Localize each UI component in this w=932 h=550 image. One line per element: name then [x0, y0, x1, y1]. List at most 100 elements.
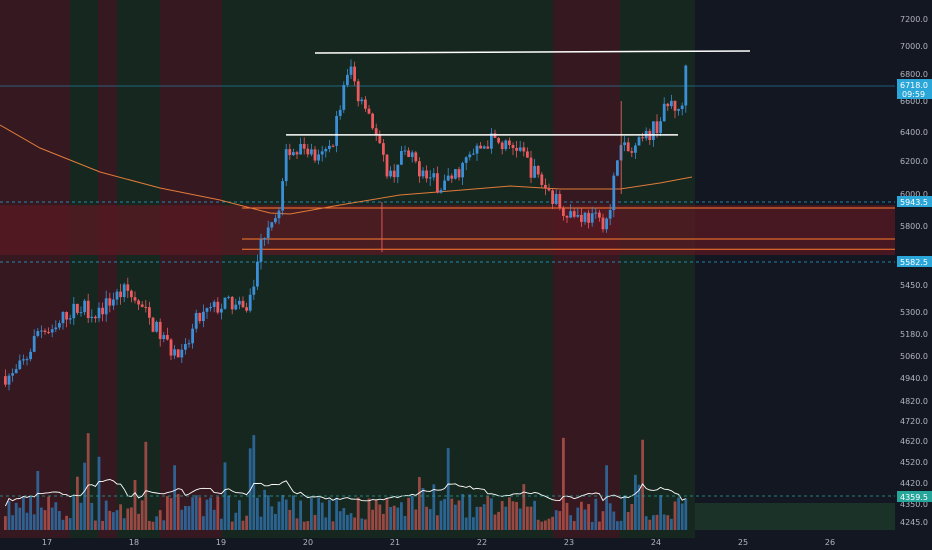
- time-tick-label: 20: [303, 538, 313, 547]
- time-tick-label: 18: [129, 538, 139, 547]
- candle-body: [198, 312, 202, 322]
- volume-bar: [457, 500, 461, 530]
- volume-bar: [536, 519, 540, 530]
- candle-body: [684, 65, 688, 106]
- candle-body: [320, 151, 324, 155]
- candle-body: [461, 162, 464, 178]
- volume-bar: [500, 500, 504, 530]
- volume-bar: [569, 515, 572, 530]
- volume-bar: [518, 508, 522, 530]
- session-band-0: [0, 0, 70, 538]
- candle-body: [360, 99, 364, 102]
- candle-body: [482, 146, 486, 149]
- session-band-1: [70, 0, 98, 538]
- candle-body: [670, 100, 673, 107]
- candle-body: [40, 330, 43, 332]
- candle-body: [540, 174, 544, 185]
- volume-bar: [576, 507, 580, 530]
- volume-bar: [392, 505, 396, 530]
- candle-body: [634, 145, 637, 153]
- volume-bar: [587, 504, 590, 530]
- volume-bar: [115, 510, 119, 530]
- candle-body: [331, 145, 335, 147]
- candle-body: [504, 140, 508, 150]
- volume-bar: [540, 521, 544, 530]
- volume-bar: [637, 484, 641, 530]
- volume-bar: [454, 504, 457, 530]
- candle-body: [180, 349, 184, 358]
- volume-bar: [504, 506, 508, 530]
- volume-bar: [641, 439, 644, 530]
- volume-bar: [490, 498, 493, 530]
- volume-bar: [68, 518, 72, 530]
- candle-body: [508, 140, 511, 145]
- volume-bar: [25, 512, 29, 530]
- volume-bar: [565, 502, 569, 530]
- volume-bar: [612, 511, 616, 530]
- candle-body: [43, 330, 47, 333]
- volume-bar: [526, 506, 529, 530]
- candle-body: [529, 157, 533, 178]
- candle-body: [450, 175, 454, 179]
- candle-body: [544, 184, 547, 189]
- ma-line: [0, 124, 693, 215]
- candle-body: [371, 113, 374, 129]
- candle-body: [238, 300, 241, 305]
- volume-bar: [212, 509, 216, 530]
- candle-body: [220, 308, 223, 313]
- volume-bar: [331, 521, 335, 530]
- candle-body: [551, 190, 554, 205]
- candle-body: [338, 109, 342, 116]
- session-backgrounds: [0, 0, 695, 538]
- volume-bar: [439, 500, 443, 530]
- volume-bar: [173, 465, 176, 530]
- volume-bar: [626, 511, 630, 530]
- volume-bar: [126, 508, 130, 530]
- candle-body: [349, 66, 353, 75]
- volume-bar: [130, 507, 133, 530]
- volume-bar: [317, 497, 320, 530]
- candle-body: [630, 151, 634, 153]
- volume-bar: [140, 500, 144, 530]
- volume-bar: [234, 512, 238, 530]
- candle-body: [421, 170, 425, 177]
- volume-bar: [421, 488, 425, 530]
- volume-bar: [403, 515, 407, 530]
- candle-body: [241, 300, 245, 308]
- volume-bar: [281, 494, 284, 530]
- volume-bar: [580, 501, 583, 530]
- volume-bar: [630, 504, 634, 530]
- candle-body: [526, 151, 529, 158]
- support-zone: [0, 201, 895, 263]
- price-tick-label: 6400.0: [900, 128, 928, 137]
- volume-bar: [29, 495, 32, 530]
- volume-bar: [464, 517, 468, 530]
- candle-body: [374, 128, 378, 136]
- resistance-line-high: [314, 50, 751, 54]
- volume-bar: [616, 521, 619, 530]
- volume-bar: [76, 476, 79, 530]
- volume-bar: [572, 521, 576, 530]
- candle-body: [191, 328, 194, 344]
- volume-bar: [662, 514, 666, 530]
- price-tick-label: 4720.0: [900, 417, 928, 426]
- candle-body: [22, 359, 25, 361]
- candle-body: [378, 135, 382, 144]
- volume-bar: [256, 497, 259, 530]
- volume-bar: [176, 494, 180, 530]
- candle-body: [274, 218, 277, 223]
- volume-bar: [601, 511, 605, 530]
- volume-bar: [122, 518, 126, 530]
- candle-body: [464, 157, 468, 163]
- candle-body: [569, 211, 572, 218]
- volume-bar: [623, 495, 626, 530]
- candle-body: [500, 142, 504, 150]
- candle-body: [79, 312, 83, 314]
- volume-bar: [184, 505, 187, 530]
- volume-bar: [443, 498, 446, 530]
- price-tick-label: 4820.0: [900, 397, 928, 406]
- volume-bar: [101, 520, 104, 530]
- candle-body: [673, 100, 677, 111]
- volume-bar: [144, 441, 148, 530]
